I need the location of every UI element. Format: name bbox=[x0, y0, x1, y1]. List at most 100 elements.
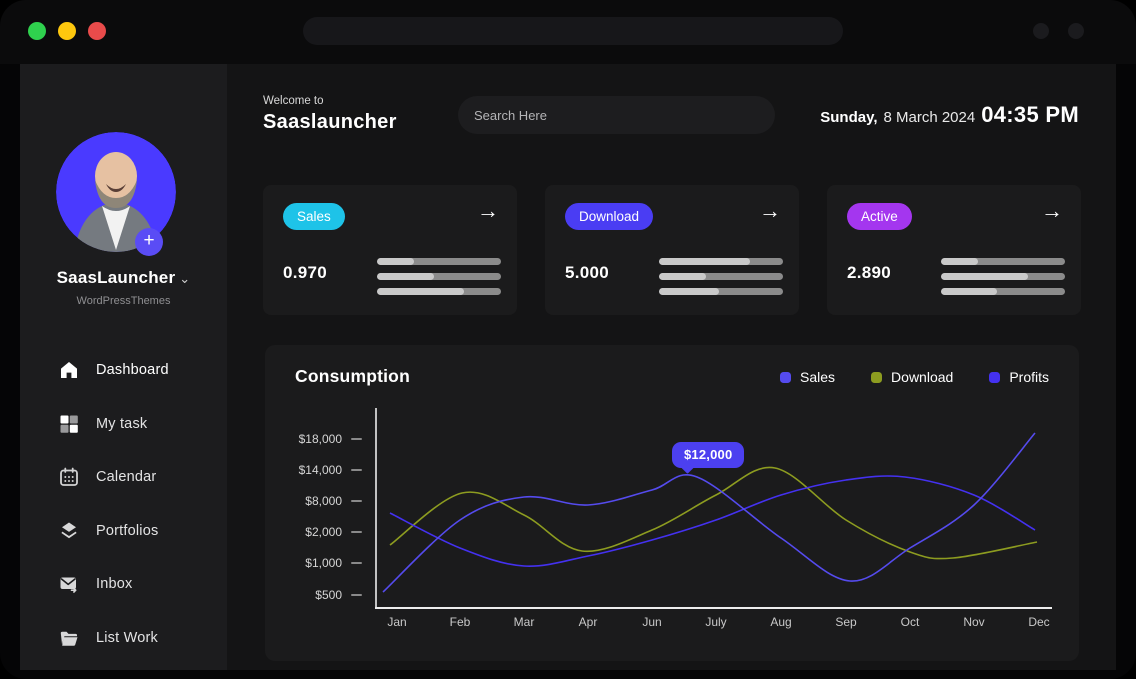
legend-item-download[interactable]: Download bbox=[871, 369, 953, 385]
x-axis-line bbox=[375, 607, 1052, 609]
legend-dot bbox=[871, 371, 883, 383]
window-minimize-button[interactable] bbox=[28, 22, 46, 40]
tick-dash bbox=[351, 500, 362, 502]
chart-legend: Sales Download Profits bbox=[780, 369, 1049, 385]
y-tick: $2,000 bbox=[290, 525, 362, 539]
sidebar-item-inbox[interactable]: Inbox bbox=[20, 572, 227, 596]
sidebar-item-calendar[interactable]: Calendar bbox=[20, 465, 227, 489]
sidebar-item-label: My task bbox=[96, 415, 148, 432]
sidebar-item-label: Calendar bbox=[96, 469, 157, 485]
main-content: Welcome to Saaslauncher Sunday, 8 March … bbox=[227, 64, 1116, 670]
layers-icon bbox=[58, 520, 80, 542]
profits-line bbox=[389, 475, 1036, 567]
x-tick-label: Nov bbox=[963, 615, 985, 629]
legend-label: Sales bbox=[800, 369, 836, 385]
x-tick-label: Oct bbox=[900, 615, 920, 629]
y-tick: $8,000 bbox=[290, 494, 362, 508]
progress-bar bbox=[941, 258, 1065, 265]
progress-bars bbox=[941, 258, 1065, 303]
tooltip-pointer bbox=[681, 461, 694, 474]
legend-label: Download bbox=[891, 369, 954, 385]
x-tick-label: Dec bbox=[1028, 615, 1050, 629]
sidebar-item-portfolios[interactable]: Portfolios bbox=[20, 519, 227, 543]
y-tick: $500 bbox=[290, 588, 362, 602]
add-account-button[interactable]: + bbox=[135, 228, 163, 256]
y-tick: $18,000 bbox=[290, 432, 362, 446]
profile-name: SaasLauncher bbox=[56, 268, 176, 287]
x-tick-label: Mar bbox=[513, 615, 535, 629]
tick-dash bbox=[351, 562, 362, 564]
progress-bar bbox=[377, 288, 501, 295]
chart-title: Consumption bbox=[295, 366, 410, 386]
date-day: Sunday, bbox=[820, 109, 878, 126]
progress-bar bbox=[659, 273, 783, 280]
profile-name-dropdown[interactable]: SaasLauncher ⌄ bbox=[20, 268, 227, 288]
sidebar-item-label: Dashboard bbox=[96, 362, 169, 378]
progress-bars bbox=[377, 258, 501, 303]
sidebar-menu: Dashboard My task bbox=[20, 358, 227, 679]
progress-bar bbox=[941, 288, 1065, 295]
progress-bars bbox=[659, 258, 783, 303]
traffic-lights bbox=[28, 22, 106, 40]
date-text: 8 March 2024 bbox=[883, 109, 976, 126]
window-restore-button[interactable] bbox=[58, 22, 76, 40]
x-tick-label: Sep bbox=[835, 615, 857, 629]
avatar[interactable]: + bbox=[56, 132, 176, 256]
arrow-right-button[interactable]: → bbox=[477, 198, 499, 223]
tick-dash bbox=[351, 594, 362, 596]
titlebar-dot-icon bbox=[1033, 23, 1049, 39]
legend-label: Profits bbox=[1009, 369, 1049, 385]
home-icon bbox=[58, 359, 80, 381]
progress-bar bbox=[377, 273, 501, 280]
arrow-right-button[interactable]: → bbox=[759, 198, 781, 223]
welcome-text: Welcome to bbox=[263, 95, 324, 107]
sidebar: + SaasLauncher ⌄ WordPressThemes Dashboar… bbox=[20, 64, 227, 670]
y-tick: $1,000 bbox=[290, 556, 362, 570]
chart-lines bbox=[382, 432, 1038, 593]
stat-card-active: Active → 2.890 bbox=[827, 185, 1081, 315]
arrow-right-button[interactable]: → bbox=[1041, 198, 1063, 223]
stat-value: 2.890 bbox=[847, 263, 892, 282]
sidebar-item-label: Portfolios bbox=[96, 522, 159, 539]
x-tick-label: Aug bbox=[770, 615, 792, 629]
x-tick-label: Feb bbox=[449, 615, 471, 629]
status-badge: Sales bbox=[283, 203, 345, 230]
progress-bar bbox=[941, 273, 1065, 280]
chevron-down-icon: ⌄ bbox=[179, 271, 191, 286]
window-close-button[interactable] bbox=[88, 22, 106, 40]
address-bar[interactable] bbox=[303, 17, 843, 45]
x-tick-label: Jan bbox=[387, 615, 407, 629]
folder-icon bbox=[58, 627, 80, 649]
tick-dash bbox=[351, 531, 362, 533]
titlebar-dot-icon bbox=[1068, 23, 1084, 39]
x-tick-label: Jun bbox=[642, 615, 662, 629]
legend-item-sales[interactable]: Sales bbox=[780, 369, 835, 385]
download-line bbox=[389, 466, 1038, 560]
x-tick-label: July bbox=[705, 615, 727, 629]
stat-value: 0.970 bbox=[283, 263, 328, 282]
progress-bar bbox=[659, 288, 783, 295]
legend-item-profits[interactable]: Profits bbox=[989, 369, 1049, 385]
legend-dot bbox=[989, 371, 1001, 383]
progress-bar bbox=[659, 258, 783, 265]
page-title: Saaslauncher bbox=[263, 111, 397, 133]
y-axis-line bbox=[375, 408, 377, 607]
grid-icon bbox=[58, 413, 80, 435]
tooltip-value: $12,000 bbox=[684, 447, 733, 462]
stat-card-sales: Sales → 0.970 bbox=[263, 185, 517, 315]
sidebar-item-list-work[interactable]: List Work bbox=[20, 626, 227, 650]
status-badge: Active bbox=[847, 203, 912, 230]
window-titlebar bbox=[0, 0, 1136, 64]
consumption-chart-card: Consumption Sales Download Profits $18,0… bbox=[265, 345, 1079, 661]
clock-time: 04:35 PM bbox=[981, 102, 1079, 127]
sidebar-item-dashboard[interactable]: Dashboard bbox=[20, 358, 227, 382]
sidebar-item-my-task[interactable]: My task bbox=[20, 412, 227, 436]
stat-value: 5.000 bbox=[565, 263, 610, 282]
y-tick: $14,000 bbox=[290, 463, 362, 477]
chart-tooltip: $12,000 bbox=[672, 442, 745, 474]
legend-dot bbox=[780, 371, 792, 383]
progress-bar bbox=[377, 258, 501, 265]
search-input[interactable] bbox=[458, 96, 775, 134]
calendar-icon bbox=[58, 466, 80, 488]
